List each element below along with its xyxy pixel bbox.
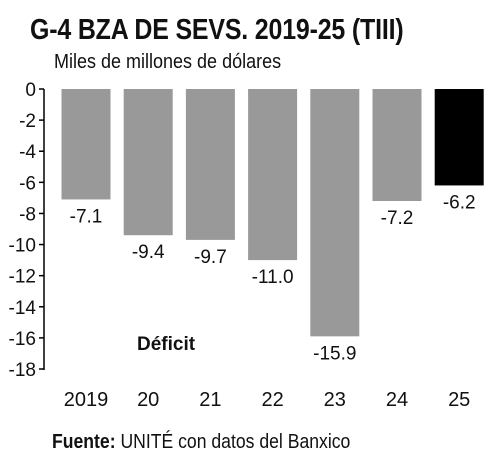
deficit-annotation: Déficit	[137, 334, 196, 355]
value-label-25: -6.2	[443, 192, 476, 213]
bar-22	[248, 89, 298, 261]
bar-25	[434, 89, 484, 186]
x-tick-label-20: 20	[137, 389, 159, 411]
y-tick-label: -12	[9, 267, 36, 288]
y-axis: 0 -2 -4 -6 -8 -10 -12 -14 -16 -18	[9, 80, 45, 381]
value-label-23: -15.9	[313, 343, 356, 364]
y-tick-label: -10	[9, 236, 36, 257]
chart-subtitle: Miles de millones de dólares	[54, 51, 282, 73]
x-tick-label-2019: 2019	[64, 389, 109, 411]
value-labels: -7.1 -9.4 -9.7 -11.0 -15.9 -7.2 -6.2	[70, 192, 476, 364]
x-tick-label-23: 23	[324, 389, 346, 411]
y-tick-label: -2	[19, 111, 36, 132]
x-tick-label-24: 24	[386, 389, 408, 411]
bar-21	[185, 89, 235, 240]
y-tick-label: -18	[9, 360, 36, 381]
value-label-2019: -7.1	[70, 206, 103, 227]
bar-23	[310, 89, 360, 337]
bar-20	[123, 89, 173, 236]
chart-title: G-4 BZA DE SEVS. 2019-25 (TIII)	[30, 14, 404, 46]
y-tick-label: -14	[9, 298, 37, 319]
value-label-22: -11.0	[252, 267, 294, 288]
source-note: Fuente: UNITÉ con datos del Banxico	[52, 431, 350, 454]
value-label-20: -9.4	[132, 242, 165, 263]
y-tick-label: 0	[25, 80, 36, 101]
value-label-24: -7.2	[381, 208, 414, 229]
x-tick-label-22: 22	[261, 389, 283, 411]
y-tick-label: -6	[19, 173, 36, 194]
bar-2019	[61, 89, 111, 200]
y-tick-label: -4	[19, 142, 36, 163]
x-tick-label-25: 25	[448, 389, 470, 411]
source-label: Fuente:	[52, 431, 116, 453]
y-tick-label: -8	[19, 204, 36, 225]
x-tick-label-21: 21	[199, 389, 221, 411]
y-tick-label: -16	[9, 329, 36, 350]
bars-group	[61, 89, 484, 337]
x-axis-labels: 2019 20 21 22 23 24 25	[64, 389, 471, 411]
source-text: UNITÉ con datos del Banxico	[115, 431, 351, 453]
value-label-21: -9.7	[194, 247, 227, 268]
bar-24	[372, 89, 422, 201]
